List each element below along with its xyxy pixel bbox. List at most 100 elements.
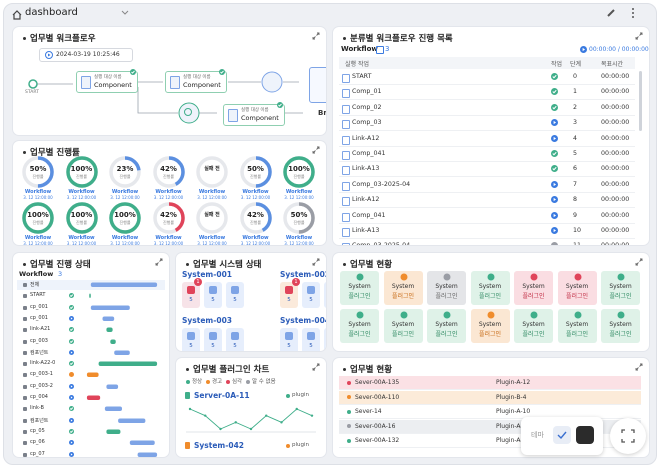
status-icon bbox=[551, 150, 558, 157]
cell-sub: 플러그인 bbox=[348, 331, 371, 338]
workflow-node[interactable]: 실행 대상 이름 Component bbox=[165, 69, 227, 93]
dropdown-caret[interactable] bbox=[121, 10, 129, 16]
ring-label: Workflow bbox=[285, 189, 313, 195]
start-label: START bbox=[25, 90, 39, 95]
server-icon bbox=[185, 392, 190, 399]
ring-label: Workflow bbox=[111, 235, 139, 241]
line-point bbox=[234, 421, 237, 424]
status-cell[interactable]: System 플러그인 bbox=[601, 271, 640, 305]
dark-theme-button[interactable] bbox=[576, 426, 594, 444]
row-icon bbox=[23, 328, 27, 333]
system-name: System-004 bbox=[280, 316, 326, 325]
clipped-node bbox=[309, 67, 326, 103]
ring-unit: 진행률 bbox=[32, 220, 44, 225]
expand-button[interactable] bbox=[635, 363, 643, 371]
system-card[interactable]: System-004 5 5 5 bbox=[280, 316, 326, 351]
status-cell[interactable]: System 플러그인 bbox=[427, 309, 466, 343]
task-name: cp_07 bbox=[30, 450, 45, 457]
status-cell[interactable]: System 플러그인 bbox=[383, 309, 423, 343]
status-cell[interactable]: System 플러그인 bbox=[340, 309, 379, 343]
legend-label: 심각 bbox=[232, 379, 243, 385]
ring-label: Workflow bbox=[155, 189, 182, 195]
state-dot bbox=[443, 273, 451, 281]
expand-button[interactable] bbox=[312, 146, 320, 154]
system-card[interactable]: System-002 5 5 5 1 bbox=[280, 270, 326, 310]
status-cell[interactable]: System 플러그인 bbox=[470, 309, 510, 343]
system-card[interactable]: System-003 5 5 5 bbox=[182, 316, 270, 351]
ring-time: 3. 12 12:00:00 bbox=[153, 195, 184, 200]
gantt-row bbox=[106, 429, 121, 434]
play bbox=[553, 198, 557, 202]
state-icon bbox=[443, 273, 451, 281]
status-cell[interactable]: System 플러그인 bbox=[427, 271, 466, 305]
row-icon bbox=[342, 197, 350, 207]
workflow-label: Workflow bbox=[341, 45, 378, 53]
status-cell[interactable]: System 플러그인 bbox=[557, 309, 597, 343]
expand-button[interactable] bbox=[635, 258, 643, 266]
resource-icon bbox=[285, 332, 293, 340]
workflow-node[interactable]: 실행 대상 이름 Component bbox=[223, 102, 285, 126]
gantt-row bbox=[86, 372, 99, 378]
cell-name: System bbox=[435, 283, 458, 290]
gantt-row bbox=[129, 440, 155, 446]
state-dot bbox=[574, 273, 581, 281]
gantt-row bbox=[102, 316, 115, 321]
light-theme-button[interactable] bbox=[553, 426, 571, 444]
ring-time: 3. 12 12:00:00 bbox=[66, 195, 97, 200]
column-header: 목표시간 bbox=[601, 61, 624, 68]
resource-count: 5 bbox=[309, 343, 313, 349]
resource-count: 5 bbox=[211, 297, 215, 303]
status-cell[interactable]: System 플러그인 bbox=[470, 271, 510, 305]
expand-button[interactable] bbox=[312, 363, 320, 371]
ring-time: 3. 12 12:00:00 bbox=[240, 241, 271, 245]
resource-count: 5 bbox=[287, 343, 291, 349]
status-cell[interactable]: System 플러그인 bbox=[601, 309, 640, 343]
line-point bbox=[204, 414, 207, 417]
workflow-node[interactable]: 실행 대상 이름 Component bbox=[76, 69, 138, 93]
status-cell[interactable]: System 플러그인 bbox=[514, 271, 553, 305]
ring-track bbox=[196, 202, 228, 234]
ring-value: 100% bbox=[114, 211, 136, 219]
expand-icon bbox=[635, 363, 643, 371]
expand-button[interactable] bbox=[312, 32, 320, 40]
system-name: System-002 bbox=[280, 270, 326, 279]
state-dot bbox=[443, 311, 451, 319]
status-cell[interactable]: System 플러그인 bbox=[557, 271, 597, 305]
progress-ring bbox=[109, 156, 141, 188]
line-point bbox=[280, 421, 283, 424]
plugin-name: Plugin-A-10 bbox=[496, 437, 531, 444]
node-label: 실행 대상 이름 bbox=[94, 75, 122, 80]
cell-sub: 플러그인 bbox=[478, 331, 502, 338]
progress-ring bbox=[283, 156, 315, 188]
status-cell[interactable]: System 플러그인 bbox=[383, 271, 423, 305]
cell-sub: 플러그인 bbox=[348, 293, 371, 300]
state-icon bbox=[574, 311, 581, 319]
expand-button[interactable] bbox=[635, 32, 643, 40]
status-cell[interactable]: System 플러그인 bbox=[340, 271, 379, 305]
status-icon bbox=[551, 73, 558, 80]
status-icon bbox=[69, 304, 74, 310]
resource-box: 5 bbox=[204, 328, 222, 351]
fullscreen-button[interactable] bbox=[610, 418, 646, 454]
systems-panel: 업무별 시스템 상태 System-0015551System-0025551S… bbox=[176, 253, 326, 351]
state-dot bbox=[487, 273, 494, 281]
state-dot bbox=[400, 273, 407, 281]
ring-time: 3. 12 12:00:00 bbox=[197, 195, 227, 200]
edit-button[interactable] bbox=[606, 8, 616, 18]
resource-icon bbox=[231, 286, 239, 294]
cell-sub: 플러그인 bbox=[391, 293, 415, 300]
more-button[interactable] bbox=[630, 7, 636, 19]
date-select[interactable]: 2024-03-19 10:25:46 bbox=[39, 48, 133, 62]
ring-time: 3. 12 12:00:00 bbox=[110, 195, 140, 200]
line-point bbox=[265, 414, 268, 417]
ring-label: Workflow bbox=[198, 189, 226, 195]
expand-icon bbox=[312, 363, 320, 371]
expand-button[interactable] bbox=[312, 258, 320, 266]
expand-icon bbox=[312, 258, 320, 266]
system-card[interactable]: System-001 5 5 5 1 bbox=[182, 270, 270, 310]
legend-dot bbox=[226, 380, 230, 384]
row-icon bbox=[342, 228, 350, 237]
status-cell[interactable]: System 플러그인 bbox=[514, 309, 553, 343]
plugin-name: Plugin-A-10 bbox=[496, 408, 531, 415]
expand-button[interactable] bbox=[155, 258, 163, 266]
